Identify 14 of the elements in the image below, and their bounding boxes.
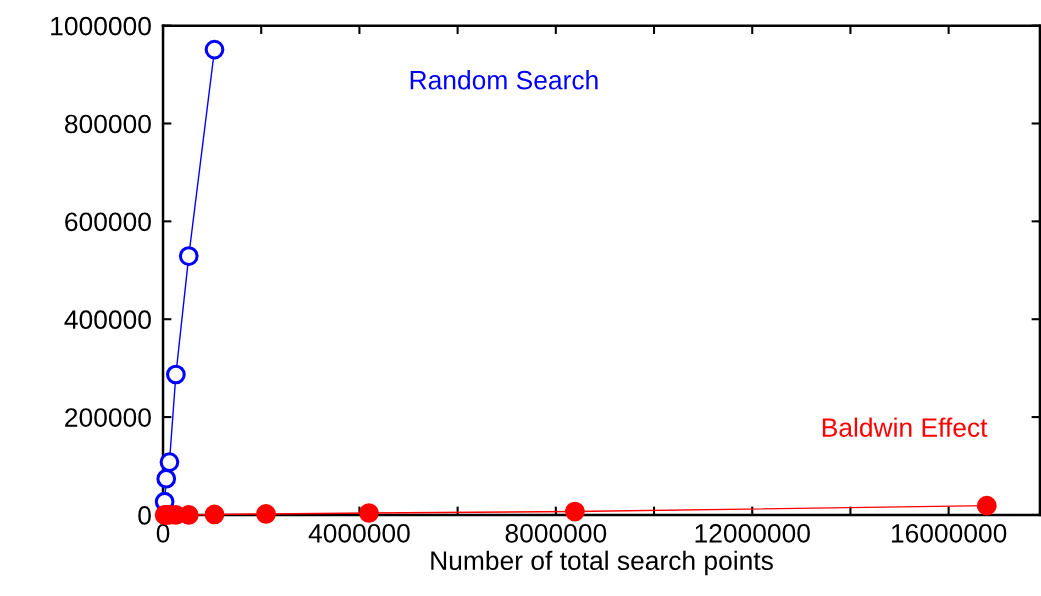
- x-tick-label: 16000000: [891, 523, 1007, 543]
- text: Baldwin Effect: [822, 417, 988, 437]
- y-tick-label: 400000: [64, 310, 151, 330]
- y-tick-label: 1000000: [51, 16, 151, 36]
- y-tick-label: 200000: [65, 408, 151, 427]
- x-tick-label: 4000000: [308, 523, 410, 543]
- x-axis-title: Number of total search points: [431, 550, 773, 576]
- y-tick-label: 0: [138, 506, 151, 525]
- text: Random Search: [410, 70, 598, 90]
- y-tick-label: 600000: [65, 212, 151, 232]
- x-tick-label: 8000000: [505, 523, 607, 543]
- x-tick-label: 12000000: [695, 523, 810, 543]
- x-tick-label: 0: [156, 523, 170, 543]
- y-tick-label: 800000: [65, 114, 151, 134]
